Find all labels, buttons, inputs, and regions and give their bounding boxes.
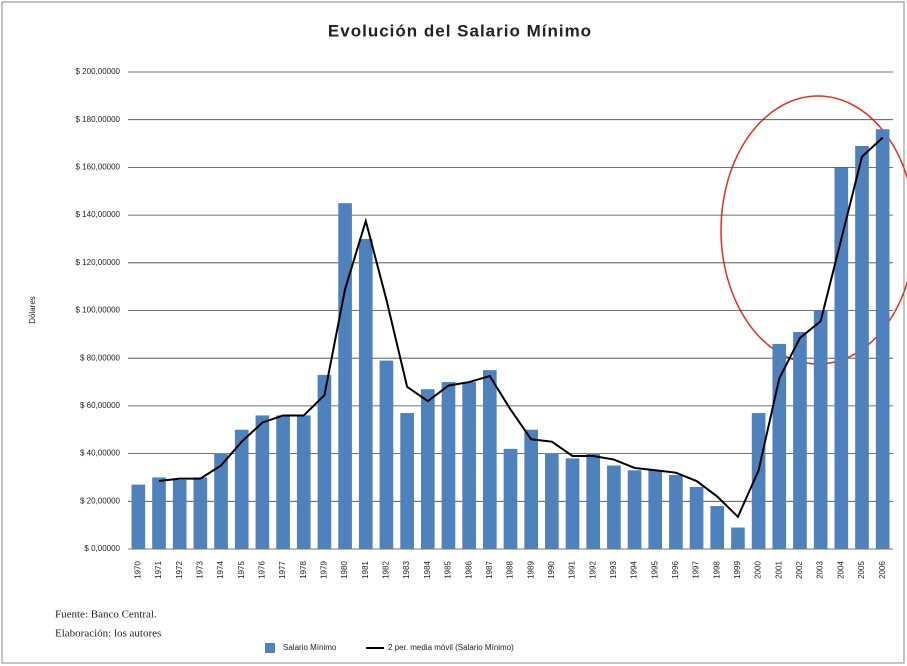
note: Elaboración: los autores <box>55 628 161 640</box>
bar <box>379 360 394 549</box>
bar <box>503 448 518 549</box>
x-tick-label: 2002 <box>795 561 804 579</box>
x-tick-label: 1999 <box>733 561 742 579</box>
bar <box>648 470 663 549</box>
bar <box>545 453 559 549</box>
bar <box>710 506 725 549</box>
bar <box>358 238 373 549</box>
x-tick-label: 1987 <box>485 561 494 579</box>
bar <box>483 370 497 549</box>
bar <box>234 429 249 549</box>
y-axis-label: Dólares <box>28 296 37 324</box>
bar <box>338 203 352 550</box>
note: Fuente: Banco Central. <box>55 609 157 621</box>
x-tick-label: 1985 <box>444 561 453 579</box>
x-tick-label: 1995 <box>650 561 659 579</box>
x-tick-label: 1992 <box>588 561 597 579</box>
y-tick-label: $ 120,00000 <box>76 258 121 267</box>
x-tick-label: 2006 <box>878 561 887 579</box>
bar <box>731 527 745 549</box>
y-tick-label: $ 200,00000 <box>76 67 121 76</box>
y-tick-label: $ 160,00000 <box>76 163 121 172</box>
x-tick-label: 1996 <box>671 561 680 579</box>
bar <box>131 484 146 549</box>
x-tick-label: 1974 <box>216 561 225 579</box>
x-tick-label: 1971 <box>154 561 163 579</box>
x-tick-label: 1973 <box>195 561 204 579</box>
x-tick-label: 1982 <box>382 561 391 579</box>
bar <box>462 382 476 549</box>
bar <box>172 479 187 549</box>
x-tick-label: 1994 <box>630 561 639 579</box>
bar <box>420 389 435 549</box>
y-tick-label: $ 80,00000 <box>80 353 121 362</box>
bar <box>627 470 642 549</box>
x-tick-label: 1989 <box>526 561 535 579</box>
bar <box>586 453 601 549</box>
x-tick-label: 2001 <box>774 561 783 579</box>
x-tick-label: 1997 <box>692 561 701 579</box>
bar <box>565 458 580 549</box>
legend-label: 2 per. media móvil (Salario Mínimo) <box>388 643 514 652</box>
bar <box>855 145 869 549</box>
x-tick-label: 1993 <box>609 561 618 579</box>
bar <box>793 331 807 549</box>
bar <box>296 415 311 549</box>
x-tick-label: 2005 <box>857 561 866 579</box>
x-tick-label: 1975 <box>237 561 246 579</box>
x-tick-label: 1970 <box>133 561 142 579</box>
bar <box>441 382 456 549</box>
bar <box>152 477 166 549</box>
bar <box>813 310 828 549</box>
x-tick-label: 1990 <box>547 561 556 579</box>
x-tick-label: 1978 <box>299 561 308 579</box>
bar <box>214 453 228 549</box>
x-tick-label: 1988 <box>506 561 515 579</box>
legend-label: Salario Mínimo <box>283 643 337 652</box>
bar <box>875 129 890 550</box>
legend-swatch <box>265 643 275 653</box>
bar <box>834 167 849 549</box>
y-tick-label: $ 20,00000 <box>80 496 121 505</box>
bar <box>772 343 787 549</box>
x-tick-label: 2000 <box>754 561 763 579</box>
x-tick-label: 1991 <box>568 561 577 579</box>
bar <box>400 413 414 549</box>
x-tick-label: 2003 <box>816 561 825 579</box>
bar <box>276 415 290 549</box>
y-tick-label: $ 40,00000 <box>80 449 121 458</box>
bar <box>689 486 704 549</box>
x-tick-label: 1972 <box>175 561 184 579</box>
bar <box>751 413 766 549</box>
chart-title: Evolución del Salario Mínimo <box>328 21 592 40</box>
y-tick-label: $ 100,00000 <box>76 306 121 315</box>
bar <box>317 374 332 549</box>
bar <box>255 415 270 549</box>
y-tick-label: $ 0,00000 <box>84 544 120 553</box>
y-tick-label: $ 140,00000 <box>76 210 121 219</box>
x-tick-label: 1983 <box>402 561 411 579</box>
y-tick-label: $ 180,00000 <box>76 115 121 124</box>
x-tick-label: 1977 <box>278 561 287 579</box>
y-tick-label: $ 60,00000 <box>80 401 121 410</box>
x-tick-label: 1980 <box>340 561 349 579</box>
x-tick-label: 1984 <box>423 561 432 579</box>
bar <box>524 429 538 549</box>
moving-average-line <box>158 136 884 519</box>
x-tick-label: 1998 <box>712 561 721 579</box>
bar <box>193 477 208 549</box>
x-tick-label: 1981 <box>361 561 370 579</box>
bar <box>669 475 683 549</box>
x-tick-label: 1976 <box>258 561 267 579</box>
x-tick-label: 1986 <box>464 561 473 579</box>
bar <box>607 465 621 549</box>
x-tick-label: 1979 <box>320 561 329 579</box>
x-tick-label: 2004 <box>836 561 845 579</box>
